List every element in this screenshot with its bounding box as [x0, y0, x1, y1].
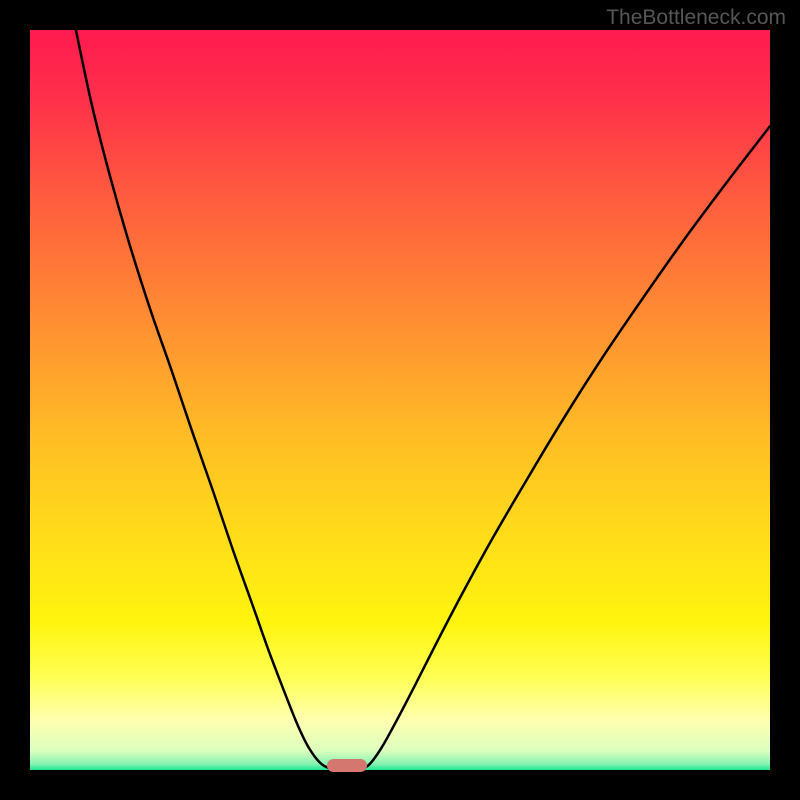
bottleneck-marker — [327, 759, 367, 772]
curve-layer — [0, 0, 800, 800]
chart-container: TheBottleneck.com — [0, 0, 800, 800]
watermark-text: TheBottleneck.com — [606, 6, 786, 30]
